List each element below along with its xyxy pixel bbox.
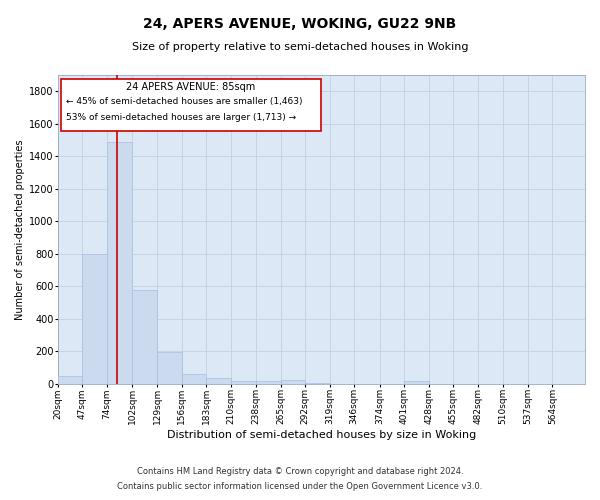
Bar bbox=[157, 352, 182, 384]
Bar bbox=[82, 254, 107, 384]
Text: ← 45% of semi-detached houses are smaller (1,463): ← 45% of semi-detached houses are smalle… bbox=[66, 98, 302, 106]
Bar bbox=[256, 382, 281, 384]
Bar bbox=[281, 380, 305, 384]
Bar bbox=[58, 376, 82, 384]
Bar bbox=[107, 142, 133, 384]
Text: 24 APERS AVENUE: 85sqm: 24 APERS AVENUE: 85sqm bbox=[127, 82, 256, 92]
Bar bbox=[133, 290, 157, 384]
Bar bbox=[305, 383, 329, 384]
Bar bbox=[182, 374, 206, 384]
Text: Contains public sector information licensed under the Open Government Licence v3: Contains public sector information licen… bbox=[118, 482, 482, 491]
Text: 24, APERS AVENUE, WOKING, GU22 9NB: 24, APERS AVENUE, WOKING, GU22 9NB bbox=[143, 18, 457, 32]
X-axis label: Distribution of semi-detached houses by size in Woking: Distribution of semi-detached houses by … bbox=[167, 430, 476, 440]
Bar bbox=[404, 380, 429, 384]
Text: 53% of semi-detached houses are larger (1,713) →: 53% of semi-detached houses are larger (… bbox=[66, 113, 296, 122]
FancyBboxPatch shape bbox=[61, 79, 322, 131]
Bar bbox=[230, 380, 256, 384]
Text: Contains HM Land Registry data © Crown copyright and database right 2024.: Contains HM Land Registry data © Crown c… bbox=[137, 467, 463, 476]
Text: Size of property relative to semi-detached houses in Woking: Size of property relative to semi-detach… bbox=[132, 42, 468, 52]
Y-axis label: Number of semi-detached properties: Number of semi-detached properties bbox=[15, 139, 25, 320]
Bar bbox=[206, 378, 230, 384]
